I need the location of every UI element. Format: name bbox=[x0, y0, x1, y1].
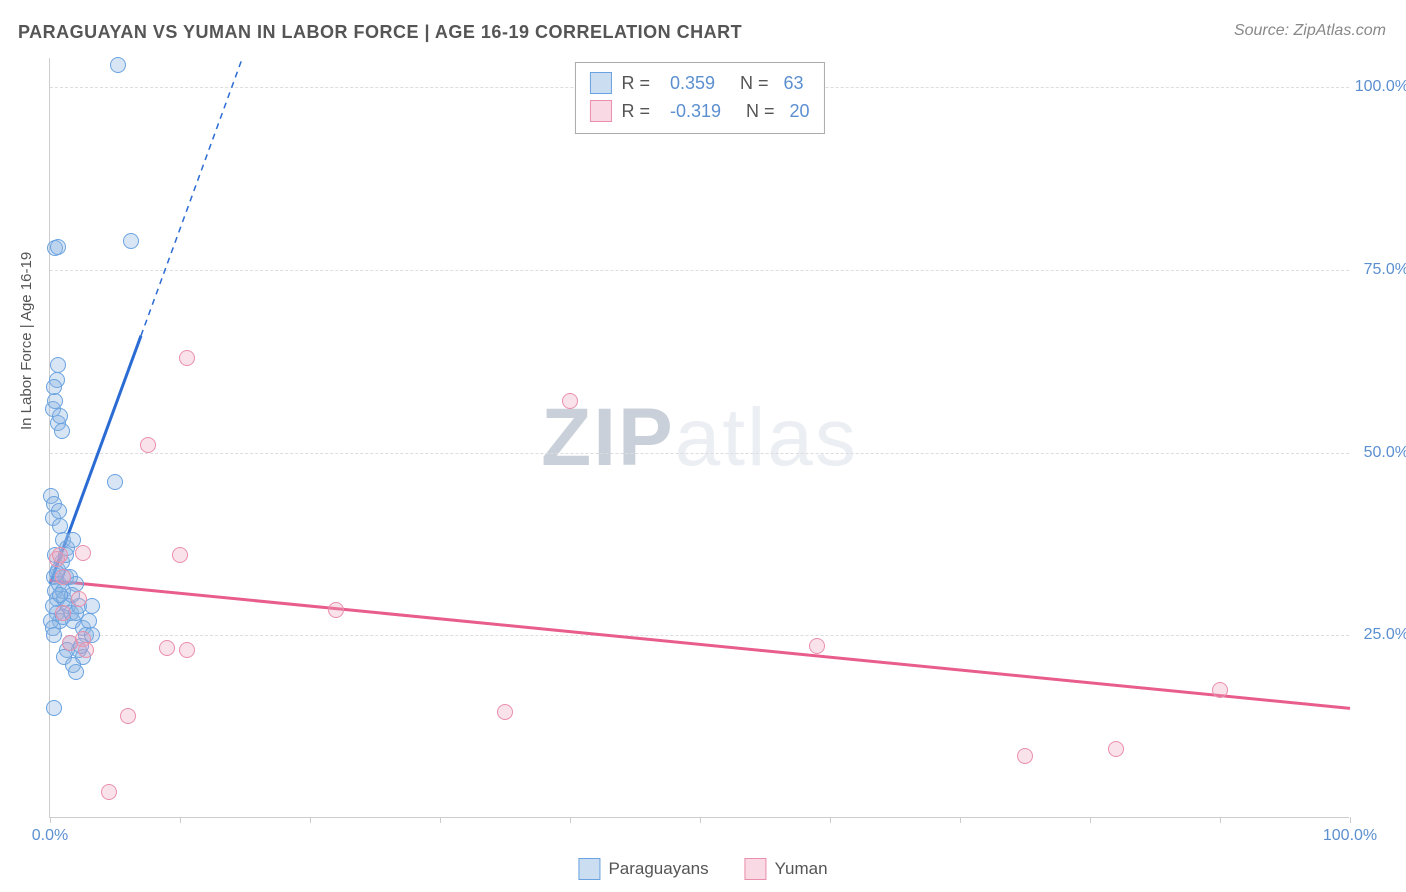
marker-paraguayans bbox=[46, 627, 62, 643]
trendline-yuman bbox=[50, 581, 1350, 709]
marker-paraguayans bbox=[52, 408, 68, 424]
marker-paraguayans bbox=[107, 474, 123, 490]
x-tick bbox=[960, 817, 961, 823]
marker-yuman bbox=[1108, 741, 1124, 757]
x-tick bbox=[700, 817, 701, 823]
marker-yuman bbox=[172, 547, 188, 563]
correlation-legend: R = 0.359 N = 63R = -0.319 N = 20 bbox=[574, 62, 824, 134]
legend-n-value: 20 bbox=[790, 97, 810, 125]
gridline bbox=[50, 270, 1349, 271]
x-tick bbox=[1090, 817, 1091, 823]
series-legend: Paraguayans Yuman bbox=[578, 858, 827, 880]
gridline bbox=[50, 453, 1349, 454]
marker-yuman bbox=[55, 605, 71, 621]
correlation-legend-row: R = -0.319 N = 20 bbox=[589, 97, 809, 125]
legend-r-label: R = bbox=[621, 97, 660, 125]
correlation-legend-row: R = 0.359 N = 63 bbox=[589, 69, 809, 97]
marker-paraguayans bbox=[47, 393, 63, 409]
series-legend-item: Paraguayans bbox=[578, 858, 708, 880]
watermark: ZIPatlas bbox=[541, 391, 858, 485]
x-tick bbox=[1220, 817, 1221, 823]
marker-yuman bbox=[179, 642, 195, 658]
x-tick bbox=[570, 817, 571, 823]
marker-yuman bbox=[809, 638, 825, 654]
y-tick-label: 25.0% bbox=[1354, 626, 1406, 644]
marker-yuman bbox=[179, 350, 195, 366]
marker-paraguayans bbox=[51, 503, 67, 519]
marker-yuman bbox=[497, 704, 513, 720]
marker-yuman bbox=[140, 437, 156, 453]
marker-paraguayans bbox=[110, 57, 126, 73]
marker-paraguayans bbox=[50, 239, 66, 255]
legend-n-value: 63 bbox=[784, 69, 804, 97]
marker-yuman bbox=[78, 642, 94, 658]
x-tick bbox=[310, 817, 311, 823]
legend-swatch bbox=[578, 858, 600, 880]
legend-r-label: R = bbox=[621, 69, 660, 97]
marker-paraguayans bbox=[52, 518, 68, 534]
chart-title: PARAGUAYAN VS YUMAN IN LABOR FORCE | AGE… bbox=[18, 22, 742, 43]
x-tick bbox=[180, 817, 181, 823]
legend-swatch bbox=[589, 72, 611, 94]
marker-yuman bbox=[328, 602, 344, 618]
source-prefix: Source: bbox=[1234, 22, 1294, 39]
series-legend-label: Paraguayans bbox=[608, 859, 708, 879]
series-legend-item: Yuman bbox=[745, 858, 828, 880]
trend-lines bbox=[50, 58, 1349, 817]
x-tick-label: 100.0% bbox=[1323, 827, 1377, 845]
marker-yuman bbox=[52, 547, 68, 563]
marker-paraguayans bbox=[81, 613, 97, 629]
marker-yuman bbox=[75, 545, 91, 561]
gridline bbox=[50, 635, 1349, 636]
source-name: ZipAtlas.com bbox=[1294, 22, 1386, 39]
marker-yuman bbox=[55, 569, 71, 585]
legend-r-value: -0.319 bbox=[670, 97, 721, 125]
marker-yuman bbox=[562, 393, 578, 409]
chart-plot-area: ZIPatlas25.0%50.0%75.0%100.0%0.0%100.0%R… bbox=[49, 58, 1349, 818]
y-axis-title: In Labor Force | Age 16-19 bbox=[18, 252, 35, 430]
legend-n-label: N = bbox=[731, 97, 780, 125]
y-tick-label: 50.0% bbox=[1354, 444, 1406, 462]
marker-paraguayans bbox=[68, 664, 84, 680]
marker-paraguayans bbox=[52, 587, 68, 603]
source-attribution: Source: ZipAtlas.com bbox=[1234, 22, 1386, 40]
trendline-paraguayans-extrapolated bbox=[141, 58, 242, 336]
marker-paraguayans bbox=[50, 357, 66, 373]
marker-yuman bbox=[1017, 748, 1033, 764]
x-tick bbox=[1350, 817, 1351, 823]
marker-yuman bbox=[101, 784, 117, 800]
y-tick-label: 100.0% bbox=[1354, 78, 1406, 96]
x-tick-label: 0.0% bbox=[32, 827, 68, 845]
marker-paraguayans bbox=[46, 379, 62, 395]
marker-paraguayans bbox=[123, 233, 139, 249]
series-legend-label: Yuman bbox=[775, 859, 828, 879]
marker-yuman bbox=[120, 708, 136, 724]
y-tick-label: 75.0% bbox=[1354, 261, 1406, 279]
legend-swatch bbox=[745, 858, 767, 880]
x-tick bbox=[830, 817, 831, 823]
marker-paraguayans bbox=[46, 700, 62, 716]
marker-paraguayans bbox=[54, 423, 70, 439]
marker-yuman bbox=[71, 591, 87, 607]
legend-r-value: 0.359 bbox=[670, 69, 715, 97]
marker-yuman bbox=[159, 640, 175, 656]
legend-n-label: N = bbox=[725, 69, 774, 97]
x-tick bbox=[50, 817, 51, 823]
x-tick bbox=[440, 817, 441, 823]
legend-swatch bbox=[589, 100, 611, 122]
marker-yuman bbox=[1212, 682, 1228, 698]
